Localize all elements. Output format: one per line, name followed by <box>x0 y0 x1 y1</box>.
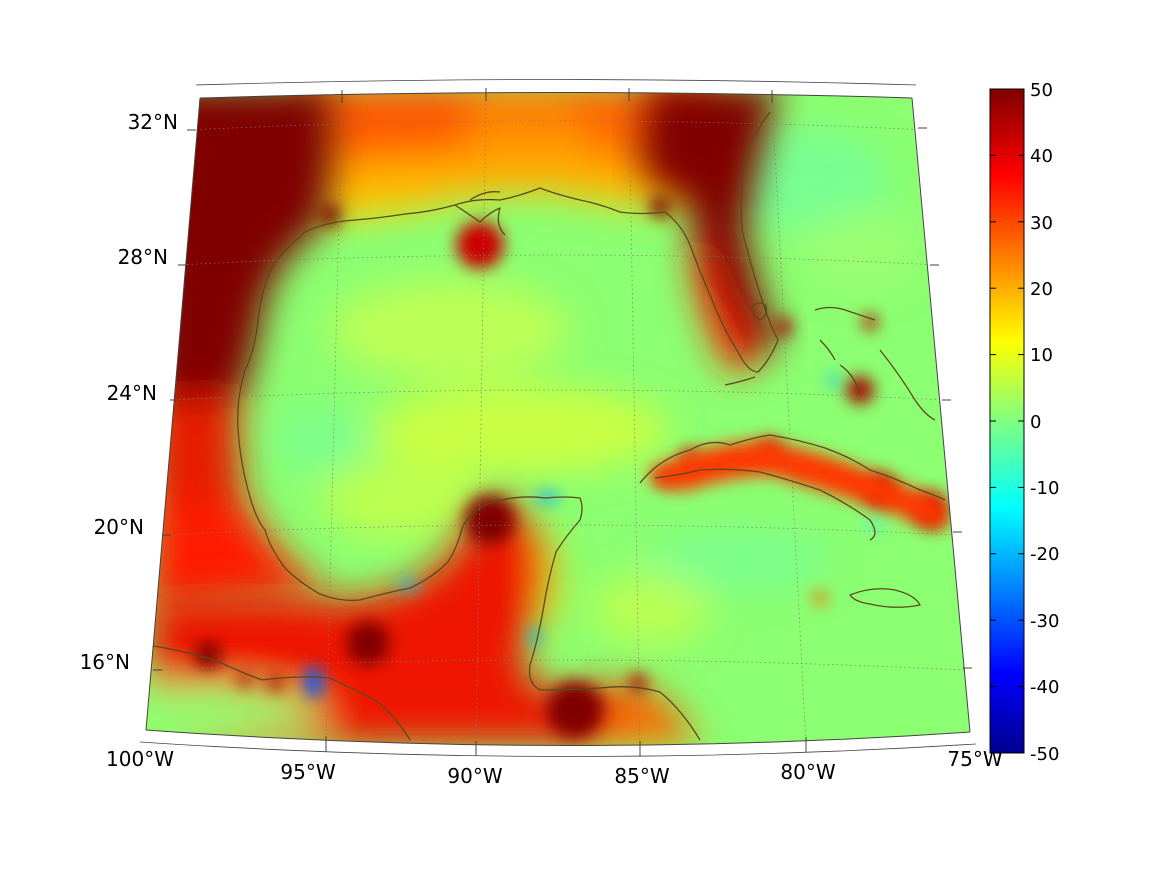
colorbar-label: 30 <box>1030 213 1053 234</box>
lon-label-85: 85°W <box>614 764 669 788</box>
colorbar-label: 20 <box>1030 279 1053 300</box>
longitude-labels: 100°W 95°W 90°W 85°W 80°W 75°W <box>106 747 1003 788</box>
colorbar-label: 10 <box>1030 345 1053 366</box>
coastlines <box>147 111 946 741</box>
frame-ticks <box>153 88 972 756</box>
cuba-coast <box>639 434 946 541</box>
colorbar-label: -30 <box>1030 611 1059 632</box>
gulf-coast <box>237 111 779 741</box>
colorbar-label: 40 <box>1030 146 1053 167</box>
map-field <box>146 92 970 746</box>
lat-label-32: 32°N <box>128 110 178 134</box>
lon-label-95: 95°W <box>280 760 335 784</box>
graticule <box>152 94 965 746</box>
lon-label-80: 80°W <box>780 760 835 784</box>
colorbar-label: -10 <box>1030 478 1059 499</box>
colorbar-label: -50 <box>1030 744 1059 765</box>
florida-field <box>640 92 780 375</box>
south-land-field <box>150 500 700 745</box>
colorbar-label: 0 <box>1030 412 1041 433</box>
jamaica-coast <box>849 588 921 608</box>
colorbar-label: -20 <box>1030 544 1059 565</box>
lat-label-24: 24°N <box>107 381 157 405</box>
lat-label-20: 20°N <box>94 515 144 539</box>
latitude-labels: 32°N 28°N 24°N 20°N 16°N <box>80 110 178 674</box>
colorbar-labels: 50 40 30 20 10 0 -10 -20 -30 -40 -50 <box>1030 80 1059 765</box>
map-frame <box>139 79 977 757</box>
mississippi-delta <box>454 191 506 236</box>
colorbar: 50 40 30 20 10 0 -10 -20 -30 -40 -50 <box>989 80 1059 765</box>
florida-keys <box>724 376 756 386</box>
west-land-field <box>150 92 334 610</box>
lon-label-100: 100°W <box>106 747 174 771</box>
lat-label-28: 28°N <box>118 245 168 269</box>
colorbar-ticks <box>990 88 1024 754</box>
bahamas-coast <box>814 306 936 421</box>
lat-label-16: 16°N <box>80 650 130 674</box>
cuba-field <box>650 440 945 530</box>
colorbar-label: -40 <box>1030 677 1059 698</box>
cool-spots <box>305 374 883 698</box>
colorbar-label: 50 <box>1030 80 1053 101</box>
pacific-coast <box>147 644 411 741</box>
lake-okeechobee <box>751 302 768 321</box>
lon-label-90: 90°W <box>447 764 502 788</box>
